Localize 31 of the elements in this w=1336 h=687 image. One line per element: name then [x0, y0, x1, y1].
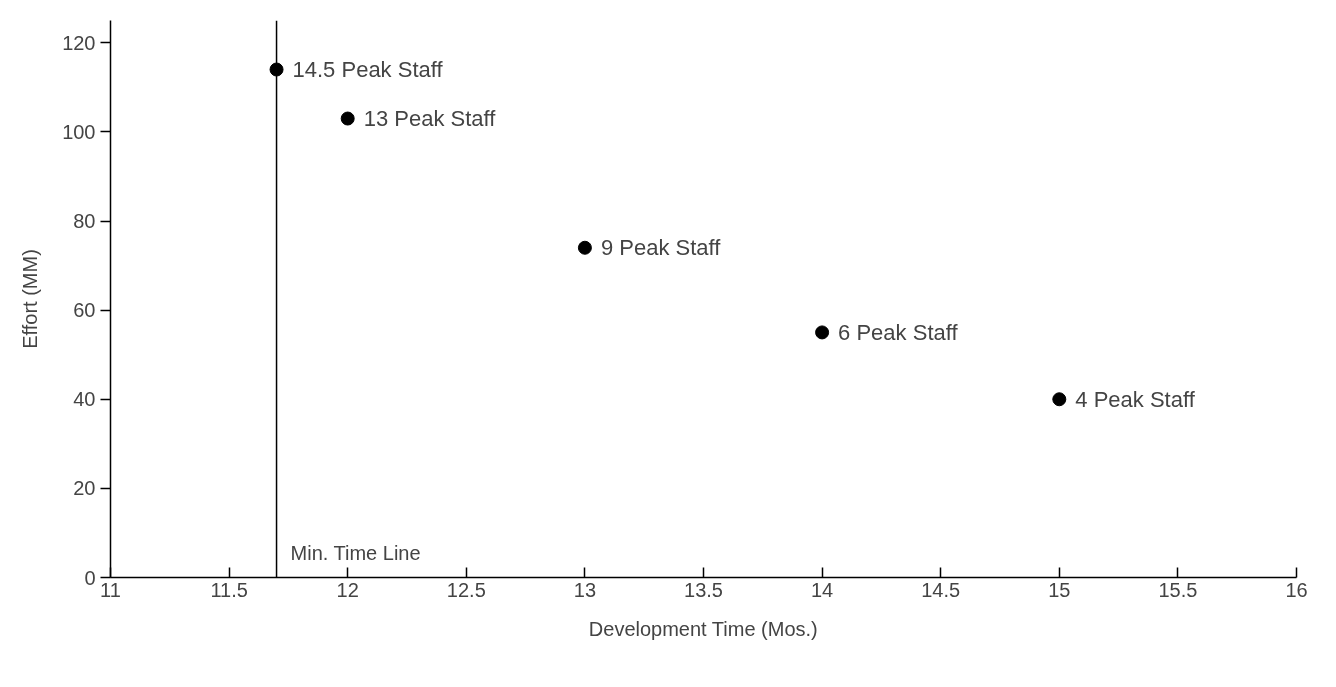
y-tick-label: 120 [62, 31, 96, 54]
x-tick-label: 16 [1285, 578, 1308, 601]
point [1052, 392, 1067, 407]
ref-line-label: Min. Time Line [290, 541, 421, 564]
y-axis-title: Effort (MM) [19, 249, 42, 349]
annotation: 13 Peak Staff [363, 106, 497, 132]
annotation: 4 Peak Staff [1075, 386, 1196, 412]
y-tick-label: 0 [84, 566, 96, 589]
y-tick-label: 100 [62, 120, 96, 143]
x-axis-title: Development Time (Mos.) [588, 617, 818, 640]
annotation: 9 Peak Staff [600, 235, 722, 261]
point [815, 325, 830, 340]
x-tick-label: 14 [810, 578, 834, 601]
x-tick-label: 13.5 [684, 578, 723, 601]
x-tick-label: 12 [336, 578, 359, 601]
x-tick-label: 11.5 [210, 578, 248, 601]
y-tick-label: 80 [73, 210, 96, 233]
x-tick-label: 15.5 [1158, 578, 1198, 601]
y-tick-label: 20 [73, 477, 96, 500]
annotation: 14.5 Peak Staff [292, 57, 444, 83]
x-tick-label: 14.5 [921, 578, 961, 601]
annotation: 6 Peak Staff [838, 319, 959, 345]
point [269, 62, 284, 77]
point [340, 111, 355, 126]
x-tick-label: 12.5 [446, 578, 486, 601]
point [577, 240, 592, 255]
y-tick-label: 60 [73, 299, 96, 322]
x-tick-label: 11 [100, 578, 121, 601]
x-tick-label: 13 [573, 578, 597, 601]
x-tick-label: 15 [1048, 578, 1071, 601]
y-tick-label: 40 [73, 388, 96, 411]
